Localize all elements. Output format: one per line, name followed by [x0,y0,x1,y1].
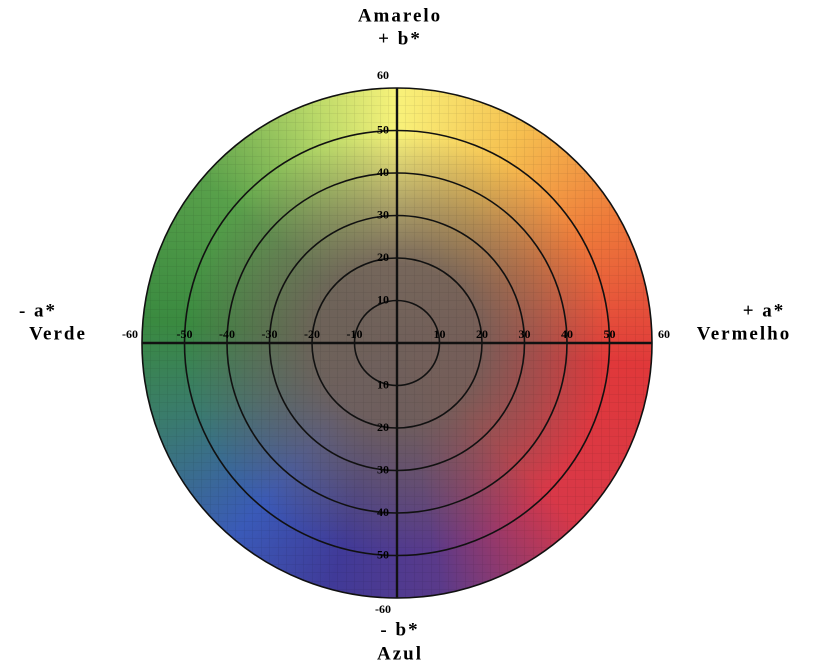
a-tick-label: 20 [476,327,488,341]
a-tick-label: 10 [434,327,446,341]
b-tick-label: 40 [377,165,389,179]
a-tick-label: 30 [519,327,531,341]
a-tick-label: 60 [658,327,670,341]
b-tick-label: 50 [377,547,389,561]
left-axis: - a* [19,300,57,321]
b-tick-label: 30 [377,207,389,221]
b-tick-label: -60 [375,602,391,616]
b-tick-label: 60 [377,68,389,82]
b-tick-label: 20 [377,420,389,434]
bottom-axis: - b* [380,619,419,640]
right-axis: + a* [743,300,786,321]
b-tick-label: 10 [377,292,389,306]
a-tick-label: -10 [347,327,363,341]
a-tick-label: -50 [177,327,193,341]
a-tick-label: -20 [304,327,320,341]
b-tick-label: 50 [377,122,389,136]
b-tick-label: 20 [377,250,389,264]
bottom-name: Azul [377,643,423,664]
left-name: Verde [29,323,87,344]
a-tick-label: -60 [122,327,138,341]
right-name: Vermelho [697,323,791,344]
a-tick-label: -30 [262,327,278,341]
a-tick-label: -40 [219,327,235,341]
a-tick-label: 40 [561,327,573,341]
a-tick-label: 50 [604,327,616,341]
b-tick-label: 40 [377,505,389,519]
b-tick-label: 30 [377,462,389,476]
top-axis: + b* [378,28,422,49]
top-name: Amarelo [358,5,442,26]
b-tick-label: 10 [377,377,389,391]
